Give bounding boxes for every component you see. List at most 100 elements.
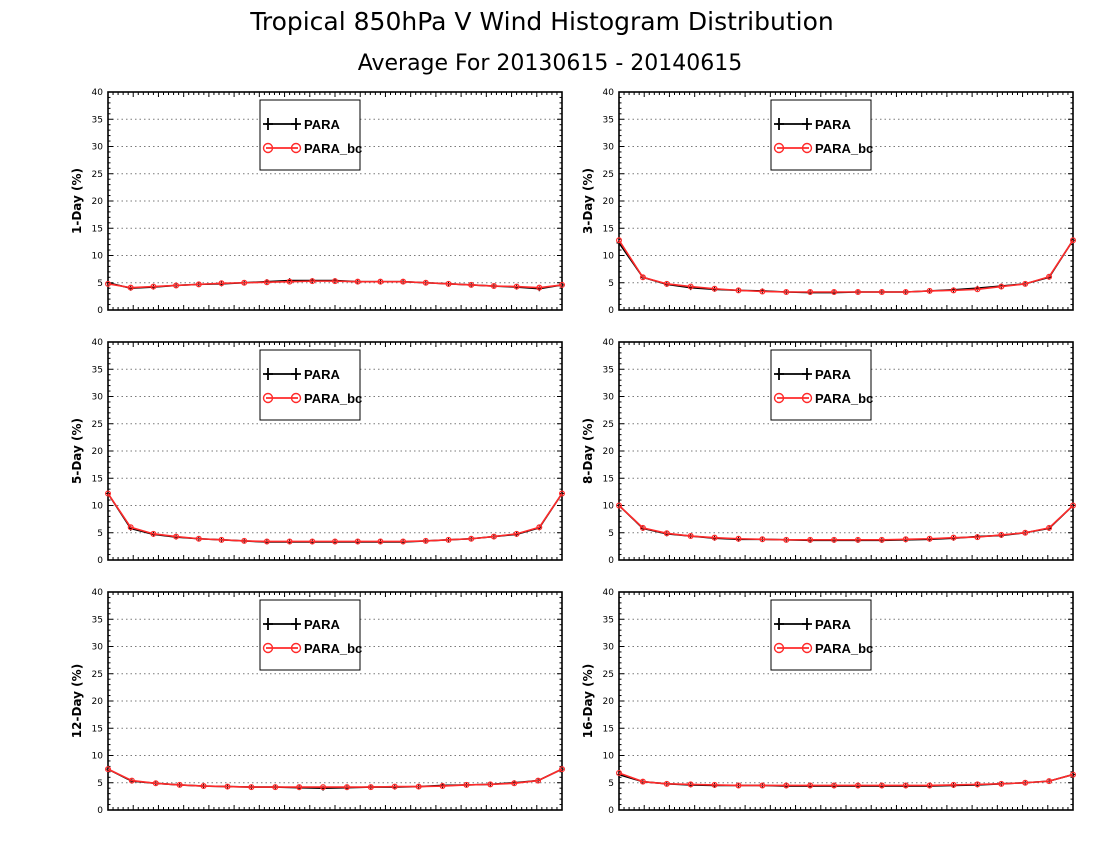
data-point — [1046, 524, 1053, 531]
data-point — [854, 536, 861, 543]
series-line — [107, 768, 563, 788]
data-point — [224, 783, 231, 790]
y-tick-label: 5 — [97, 779, 103, 789]
series-line — [618, 239, 1074, 293]
legend-marker — [263, 368, 273, 380]
data-point — [950, 781, 957, 788]
y-tick-label: 20 — [92, 197, 104, 207]
data-point — [783, 289, 790, 296]
legend: PARA PARA_bc — [770, 599, 873, 671]
y-axis-label: 3-Day (%) — [581, 168, 595, 234]
y-tick-label: 30 — [603, 393, 615, 403]
panel-4: 0 5 10 15 20 25 30 35 40 8-Day (%) PARA PARA_bc — [581, 338, 1076, 566]
y-tick-label: 0 — [608, 306, 614, 316]
data-point — [309, 278, 316, 285]
data-point — [104, 490, 111, 497]
data-point — [332, 278, 339, 285]
data-point — [878, 536, 885, 543]
legend-marker — [291, 118, 301, 130]
data-point — [296, 784, 303, 791]
data-point — [468, 535, 475, 542]
data-point — [615, 237, 622, 244]
series-PARA_bc — [615, 502, 1076, 543]
y-tick-label: 5 — [608, 279, 614, 289]
data-point — [1046, 273, 1053, 280]
y-tick-label: 35 — [92, 365, 103, 375]
data-point — [639, 778, 646, 785]
y-tick-label: 25 — [92, 670, 103, 680]
data-point — [400, 538, 407, 545]
data-point — [263, 538, 270, 545]
data-point — [783, 782, 790, 789]
data-point — [286, 538, 293, 545]
legend-marker — [290, 392, 302, 404]
legend-entry: PARA_bc — [773, 391, 873, 406]
legend-entry: PARA — [263, 367, 340, 382]
data-point — [902, 782, 909, 789]
data-point — [128, 777, 135, 784]
data-point — [422, 537, 429, 544]
legend: PARA PARA_bc — [259, 599, 362, 671]
y-axis-label: 12-Day (%) — [70, 664, 84, 738]
data-point — [950, 287, 957, 294]
data-point — [272, 784, 279, 791]
data-point — [615, 769, 622, 776]
data-point — [152, 780, 159, 787]
data-point — [1046, 778, 1053, 785]
data-point — [807, 782, 814, 789]
data-point — [354, 278, 361, 285]
legend-marker — [263, 618, 273, 630]
data-point — [513, 530, 520, 537]
y-tick-label: 20 — [603, 697, 615, 707]
series-PARA — [616, 503, 1076, 543]
legend-entry: PARA — [263, 117, 340, 132]
data-point — [663, 280, 670, 287]
data-point — [367, 784, 374, 791]
data-point — [1022, 280, 1029, 287]
data-point — [558, 490, 565, 497]
y-tick-label: 0 — [97, 806, 103, 816]
legend: PARA PARA_bc — [770, 349, 873, 421]
legend-entry: PARA_bc — [262, 641, 362, 656]
data-point — [759, 288, 766, 295]
data-point — [783, 536, 790, 543]
data-point — [1022, 779, 1029, 786]
data-point — [150, 283, 157, 290]
y-tick-label: 40 — [92, 88, 104, 98]
y-tick-label: 30 — [92, 393, 104, 403]
y-tick-label: 5 — [608, 529, 614, 539]
data-point — [439, 783, 446, 790]
legend-label: PARA_bc — [815, 391, 873, 406]
legend-marker — [774, 368, 784, 380]
data-point — [854, 289, 861, 296]
y-tick-label: 10 — [603, 252, 615, 262]
legend-box — [259, 599, 361, 671]
legend-label: PARA — [304, 617, 340, 632]
panel-2: 0 5 10 15 20 25 30 35 40 3-Day (%) PARA PARA_bc — [581, 88, 1076, 316]
legend-entry: PARA_bc — [262, 141, 362, 156]
series-PARA_bc — [615, 237, 1076, 296]
data-point — [974, 781, 981, 788]
legend-marker — [802, 618, 812, 630]
data-point — [513, 283, 520, 290]
data-point — [536, 284, 543, 291]
legend-label: PARA_bc — [304, 141, 362, 156]
legend-entry: PARA — [263, 617, 340, 632]
y-tick-label: 20 — [603, 197, 615, 207]
data-point — [807, 536, 814, 543]
y-tick-label: 15 — [603, 724, 614, 734]
data-point — [1069, 502, 1076, 509]
legend-marker — [773, 642, 785, 654]
legend-box — [770, 599, 872, 671]
data-point — [735, 782, 742, 789]
legend-marker — [802, 118, 812, 130]
data-point — [558, 281, 565, 288]
series-line — [107, 493, 563, 543]
legend-marker — [262, 142, 274, 154]
legend-marker — [801, 642, 813, 654]
legend-label: PARA_bc — [304, 641, 362, 656]
y-tick-label: 5 — [97, 279, 103, 289]
data-point — [854, 782, 861, 789]
panel-5: 0 5 10 15 20 25 30 35 40 12-Day (%) PARA PARA_bc — [70, 588, 565, 816]
series-PARA_bc — [104, 278, 565, 291]
